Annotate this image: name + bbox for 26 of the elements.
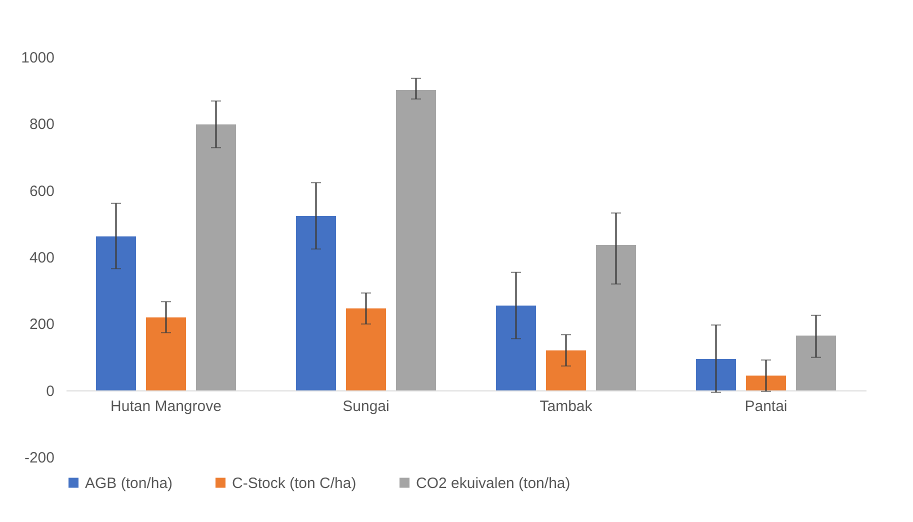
bar [546,350,586,390]
y-tick-label: 400 [29,250,54,266]
bar [596,245,636,390]
bar [796,336,836,390]
bar [746,376,786,390]
bar [296,216,336,390]
bar [496,306,536,390]
y-tick-label: 200 [29,316,54,334]
legend-label: AGB (ton/ha) [85,474,173,492]
y-tick-label: 800 [29,116,54,134]
bar [146,317,186,390]
y-tick-label: 0 [46,382,54,400]
x-tick-label: Hutan Mangrove [110,398,222,415]
x-tick-label: Sungai [342,398,390,415]
y-tick-label: 1000 [21,50,54,66]
bar [396,90,436,390]
bar [96,236,136,390]
y-tick-label: -200 [24,450,54,466]
bar [196,124,236,390]
bar [696,359,736,390]
legend-label: C-Stock (ton C/ha) [232,474,356,492]
y-tick-label: 600 [29,182,54,200]
x-tick-label: Tambak [540,398,593,415]
bar [346,308,386,390]
x-tick-label: Pantai [744,398,788,415]
legend-label: CO2 ekuivalen (ton/ha) [416,474,570,492]
